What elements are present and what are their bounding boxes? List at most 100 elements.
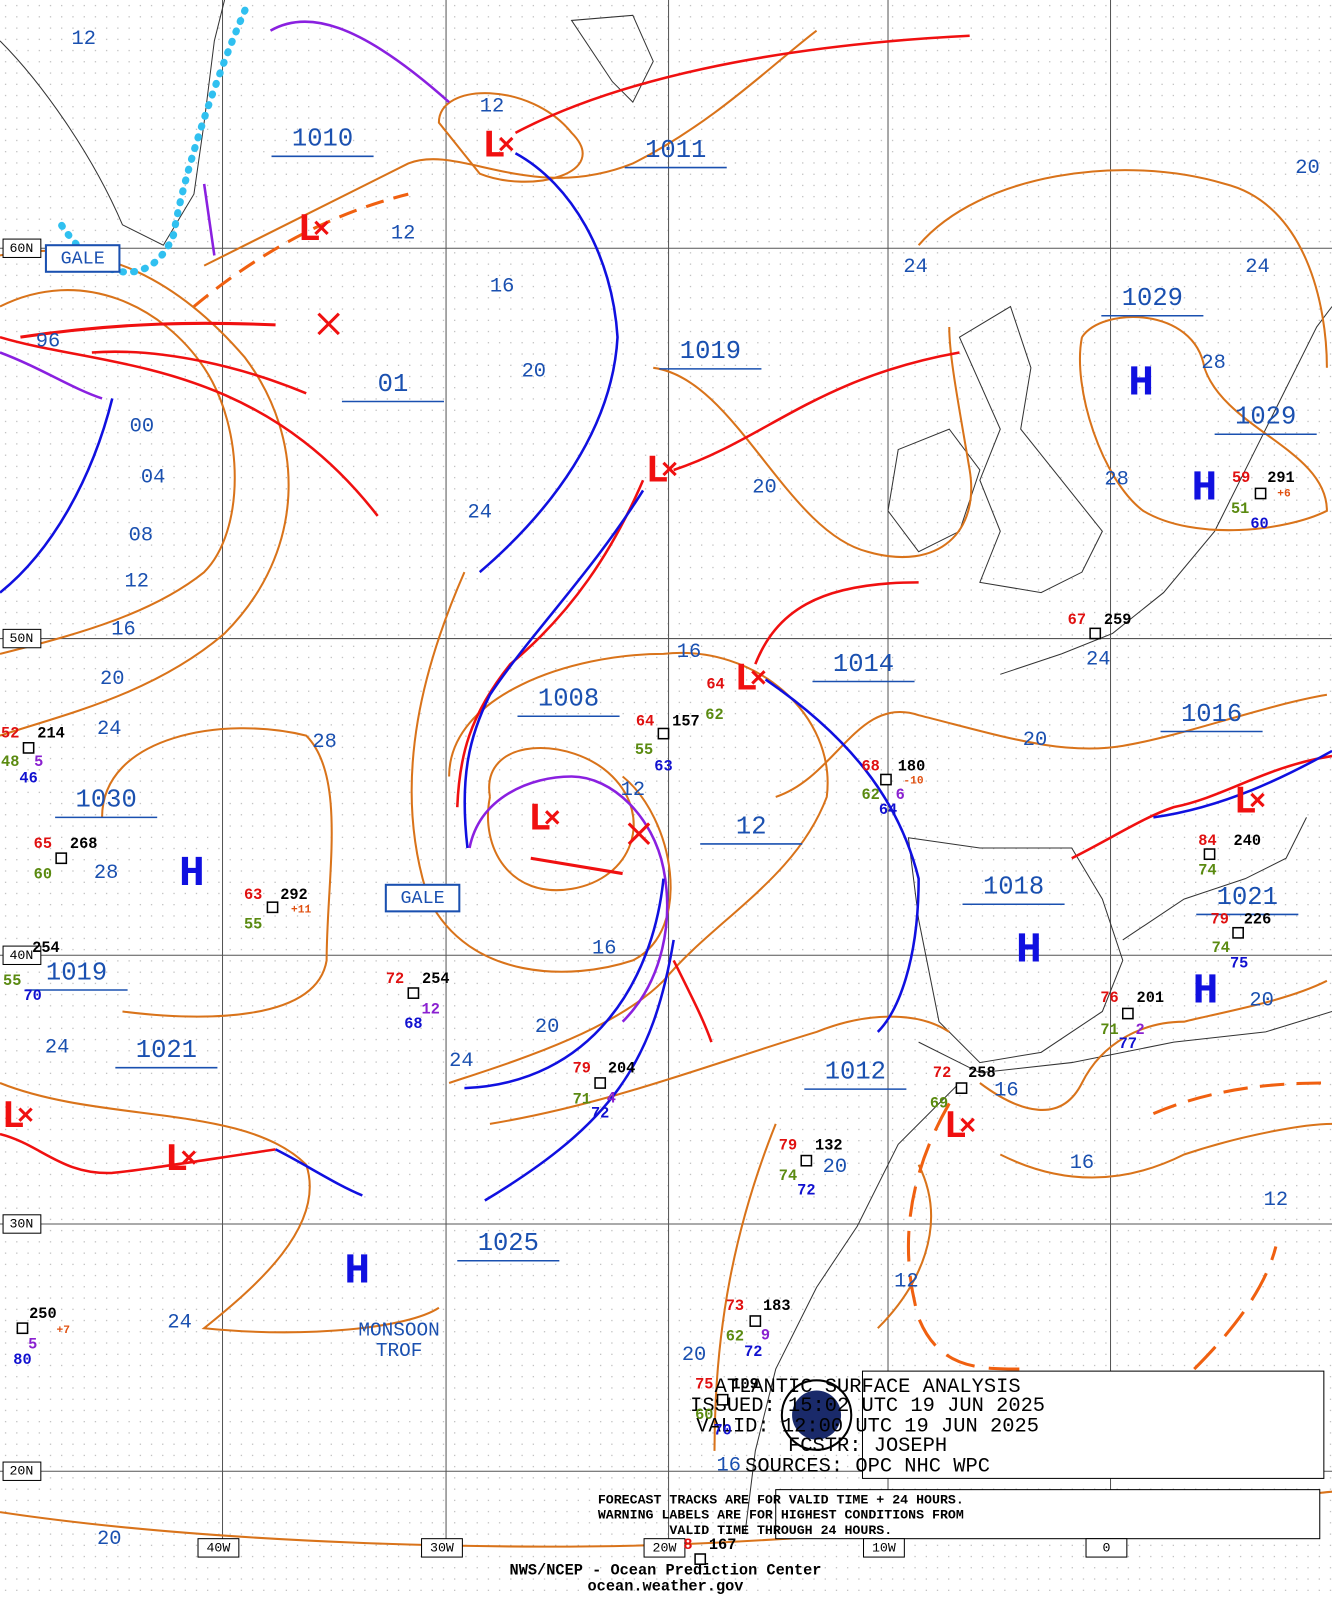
- isobar-label: 16: [592, 938, 616, 961]
- annotation: MONSOON: [358, 1319, 439, 1341]
- low-cross: [314, 220, 329, 236]
- station-symbol: [16, 1322, 29, 1335]
- isobar-label: 04: [141, 467, 165, 490]
- station-value: 5: [34, 753, 43, 771]
- station-value: 62: [726, 1327, 744, 1345]
- isobar-label: 24: [449, 1050, 473, 1073]
- low-center: L: [1234, 780, 1257, 824]
- station-value: 64: [636, 712, 654, 730]
- low-center: L: [482, 124, 505, 168]
- station-value: 8: [683, 1536, 692, 1554]
- pressure-label: 1010: [292, 125, 353, 154]
- station-value: 55: [3, 972, 21, 990]
- lat-label-box: [2, 1461, 42, 1481]
- station-symbol: [749, 1315, 762, 1327]
- note-line: FORECAST TRACKS ARE FOR VALID TIME + 24 …: [598, 1492, 964, 1507]
- station-value: 157: [672, 712, 700, 730]
- station-value: 79: [573, 1060, 591, 1078]
- station-value: 74: [1212, 939, 1230, 957]
- station-value: 60: [1250, 515, 1268, 533]
- station-symbol: [1089, 627, 1102, 640]
- station-value: 68: [404, 1015, 422, 1033]
- station-value: 77: [1119, 1035, 1137, 1053]
- low-cross: [499, 136, 514, 152]
- station-value: 62: [705, 706, 723, 724]
- isobar-label: 00: [130, 415, 154, 438]
- lat-label: 20N: [9, 1464, 33, 1479]
- info-line: FCSTR: JOSEPH: [788, 1435, 947, 1458]
- isobars: [0, 29, 1332, 1548]
- station-value: 72: [386, 970, 404, 988]
- lon-label: 0: [1102, 1540, 1110, 1555]
- info-line: SOURCES: OPC NHC WPC: [745, 1456, 990, 1479]
- station-value: 71: [1100, 1021, 1118, 1039]
- station-value: 132: [815, 1136, 843, 1154]
- isobar-label: 20: [97, 1528, 121, 1551]
- forecast-cross: [627, 822, 651, 846]
- isobar-label: 28: [1201, 352, 1225, 375]
- station-value: 201: [1137, 989, 1165, 1007]
- lon-label: 20W: [653, 1540, 677, 1555]
- pressure-label: 1018: [983, 873, 1044, 902]
- isobar-label: 24: [467, 501, 491, 524]
- low-center: L: [298, 208, 321, 252]
- station-symbol: [407, 987, 420, 999]
- credit: ocean.weather.gov: [588, 1578, 744, 1596]
- high-center: H: [1016, 925, 1042, 974]
- pressure-label: 1021: [136, 1036, 197, 1065]
- station-value: 70: [23, 987, 41, 1005]
- lon-label-box: [421, 1538, 463, 1558]
- warning-box: [44, 244, 121, 273]
- lat-label: 50N: [9, 631, 33, 646]
- annotation: TROF: [376, 1340, 423, 1362]
- station-value: 64: [879, 801, 897, 819]
- station-value: 80: [13, 1351, 31, 1369]
- isobar-label: 20: [535, 1016, 559, 1039]
- station-symbol: [1254, 487, 1267, 500]
- isobar-label: 12: [621, 779, 645, 802]
- isobar-label: 24: [167, 1311, 191, 1334]
- station-value: 72: [933, 1064, 951, 1082]
- note-line: VALID TIME THROUGH 24 HOURS.: [669, 1523, 892, 1538]
- station-symbol: [22, 742, 35, 754]
- warning-box: [384, 883, 461, 913]
- isobar-label: 24: [1086, 648, 1110, 671]
- isobar-label: 08: [129, 525, 153, 548]
- station-value: 5: [28, 1336, 37, 1354]
- station-value: 74: [779, 1167, 797, 1185]
- pressure-label: 1012: [825, 1058, 886, 1087]
- station-value: 46: [19, 770, 37, 788]
- pressure-label: 1019: [680, 337, 741, 366]
- pressure-label: 1019: [46, 958, 107, 987]
- station-symbol: [1203, 848, 1216, 861]
- info-line: VALID: 12:00 UTC 19 JUN 2025: [696, 1416, 1039, 1439]
- low-center: L: [944, 1105, 967, 1149]
- isobar-label: 24: [1245, 256, 1269, 279]
- isobar-label: 24: [97, 718, 121, 741]
- lon-label-box: [863, 1538, 905, 1558]
- station-symbol: [694, 1553, 707, 1565]
- station-value: 268: [70, 835, 98, 853]
- low-center: L: [734, 658, 757, 702]
- lon-label-box: [643, 1538, 686, 1558]
- station-value: 4: [607, 1089, 616, 1107]
- station-symbol: [1122, 1007, 1134, 1020]
- isobar-label: 16: [490, 275, 514, 298]
- lon-label-box: [197, 1538, 240, 1558]
- pressure-label: 1014: [833, 650, 894, 679]
- high-center: H: [179, 849, 205, 898]
- station-value: 240: [1234, 832, 1262, 850]
- isobar-label: 16: [1070, 1152, 1094, 1175]
- station-value: 51: [1231, 500, 1249, 518]
- warning-label: GALE: [61, 248, 105, 269]
- station-value: 204: [608, 1060, 636, 1078]
- station-value: 65: [34, 835, 52, 853]
- station-value: 75: [1230, 955, 1248, 973]
- lat-label-box: [2, 945, 42, 965]
- station-value: 79: [1211, 911, 1229, 929]
- credit: NWS/NCEP - Ocean Prediction Center: [510, 1561, 822, 1579]
